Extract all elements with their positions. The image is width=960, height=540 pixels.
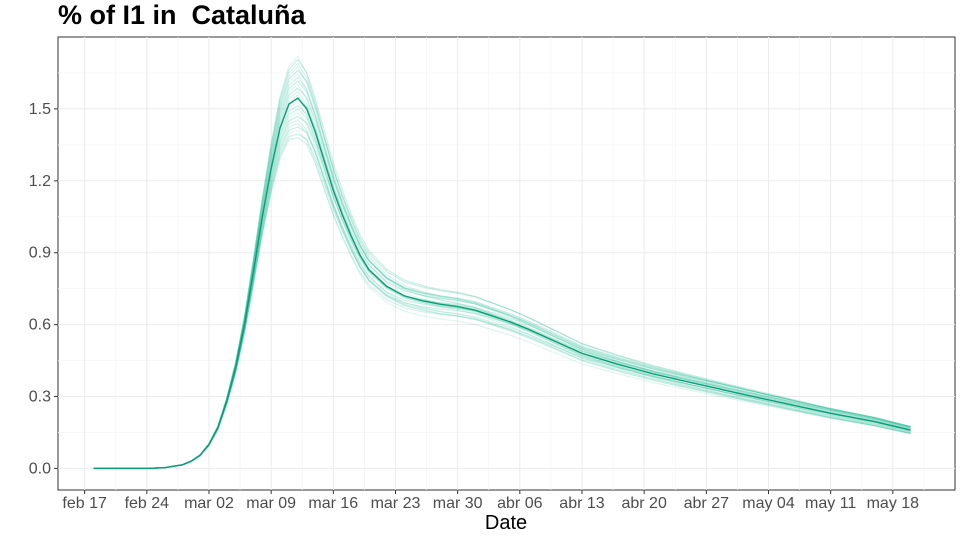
- y-tick-label: 1.5: [29, 101, 51, 118]
- x-tick-label: mar 09: [246, 495, 296, 512]
- x-tick-label: mar 16: [308, 495, 358, 512]
- x-axis: feb 17 feb 24 mar 02 mar 09 mar 16 mar 23 mar …: [62, 490, 919, 512]
- y-tick-label: 0.0: [29, 460, 51, 477]
- y-axis: 0.0 0.3 0.6 0.9 1.2 1.5: [29, 101, 58, 477]
- x-tick-label: abr 13: [559, 495, 604, 512]
- y-tick-label: 0.9: [29, 245, 51, 262]
- central-series-line: [93, 97, 911, 470]
- central-line: [93, 97, 911, 470]
- x-tick-label: mar 30: [433, 495, 483, 512]
- y-tick-label: 0.3: [29, 389, 51, 406]
- x-axis-title: Date: [485, 512, 527, 534]
- chart-title: % of I1 in Cataluña: [58, 0, 306, 30]
- x-tick-label: may 04: [742, 495, 795, 512]
- x-tick-label: may 18: [867, 495, 920, 512]
- x-tick-label: may 11: [805, 495, 856, 512]
- x-tick-label: abr 27: [684, 495, 729, 512]
- x-tick-label: mar 23: [371, 495, 421, 512]
- x-tick-label: feb 17: [62, 495, 107, 512]
- plot-panel: [57, 36, 956, 491]
- y-tick-label: 0.6: [29, 317, 51, 334]
- x-tick-label: feb 24: [125, 495, 170, 512]
- x-tick-label: abr 20: [621, 495, 666, 512]
- minor-gridlines: [58, 37, 955, 490]
- y-tick-label: 1.2: [29, 173, 51, 190]
- x-tick-label: mar 02: [184, 495, 234, 512]
- major-gridlines: [58, 37, 955, 490]
- x-tick-label: abr 06: [497, 495, 542, 512]
